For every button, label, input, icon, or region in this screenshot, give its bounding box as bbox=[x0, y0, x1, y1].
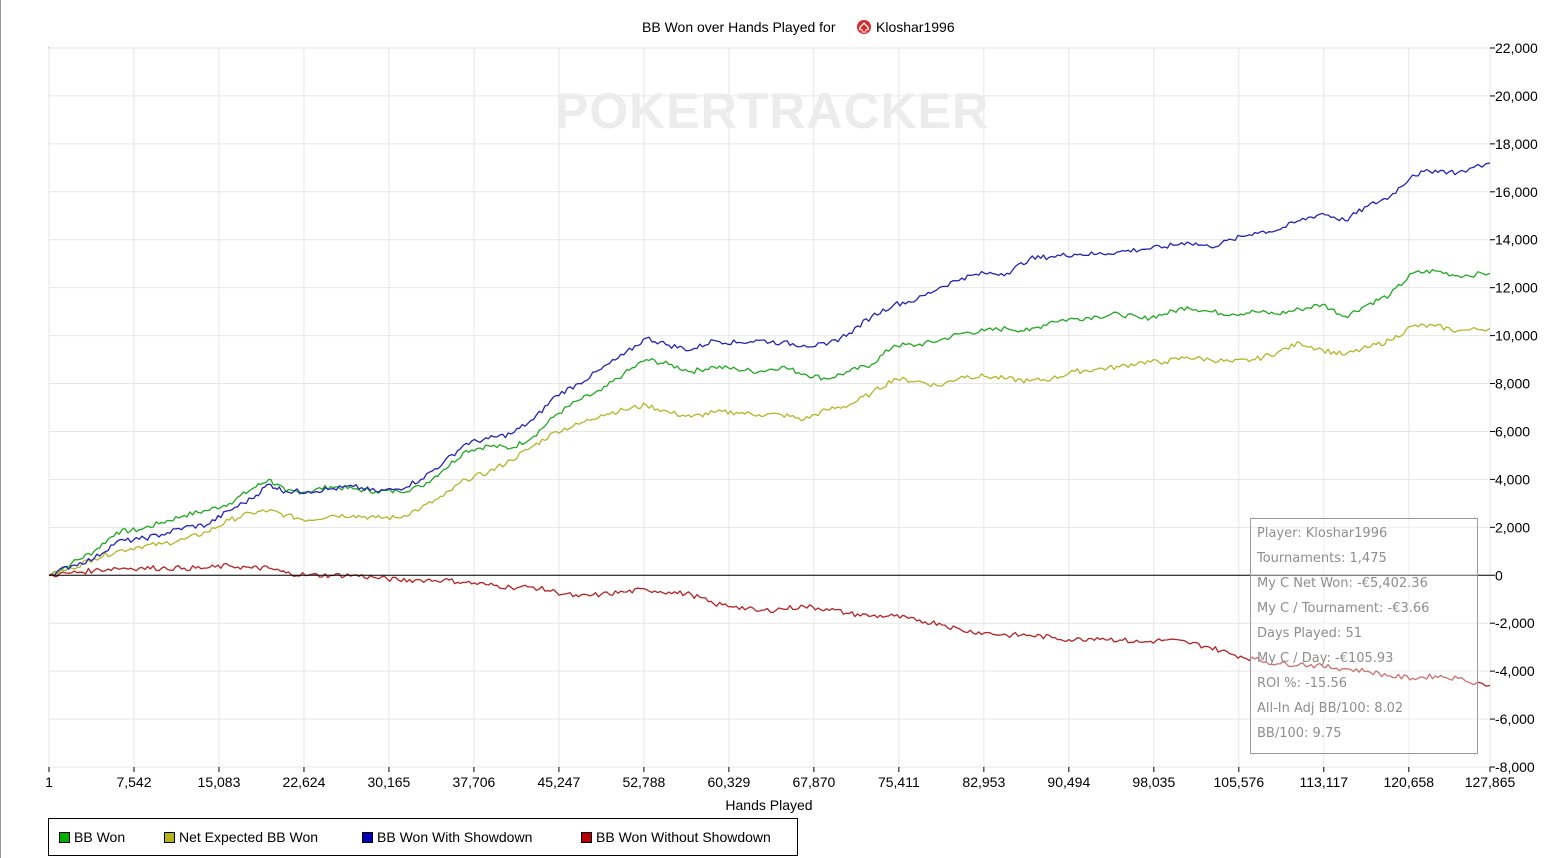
x-tick-label: 60,329 bbox=[707, 774, 750, 790]
x-tick-label: 37,706 bbox=[453, 774, 496, 790]
x-tick-label: 82,953 bbox=[962, 774, 1005, 790]
x-tick-label: 90,494 bbox=[1047, 774, 1090, 790]
chart-title: BB Won over Hands Played for bbox=[642, 19, 836, 35]
stat-player: Player: Kloshar1996 bbox=[1257, 526, 1388, 541]
y-tick-label: 16,000 bbox=[1495, 184, 1538, 200]
chart-legend: BB Won Net Expected BB Won BB Won With S… bbox=[48, 818, 798, 856]
y-tick-label: 14,000 bbox=[1495, 232, 1538, 248]
x-tick-label: 67,870 bbox=[792, 774, 835, 790]
series-line-0 bbox=[48, 268, 1491, 576]
y-tick-label: -2,000 bbox=[1495, 615, 1535, 631]
stat-bb-per-100: BB/100: 9.75 bbox=[1257, 726, 1342, 741]
x-tick-label: 15,083 bbox=[198, 774, 241, 790]
x-tick-label: 105,576 bbox=[1214, 774, 1265, 790]
x-tick-label: 45,247 bbox=[537, 774, 580, 790]
y-tick-label: 6,000 bbox=[1495, 423, 1530, 439]
legend-item-without-showdown[interactable]: BB Won Without Showdown bbox=[581, 829, 771, 845]
plot-area bbox=[48, 47, 1491, 768]
stat-per-tournament: My C / Tournament: -€3.66 bbox=[1257, 601, 1430, 616]
x-tick-label: 98,035 bbox=[1132, 774, 1175, 790]
y-tick-label: 22,000 bbox=[1495, 40, 1538, 56]
x-tick-label: 22,624 bbox=[283, 774, 326, 790]
series-line-3 bbox=[48, 562, 1491, 687]
y-tick-label: -4,000 bbox=[1495, 663, 1535, 679]
series-line-1 bbox=[48, 323, 1491, 577]
y-tick-label: 12,000 bbox=[1495, 280, 1538, 296]
stat-per-day: My C / Day: -€105.93 bbox=[1257, 651, 1394, 666]
legend-swatch-net-expected bbox=[164, 832, 175, 843]
x-tick-label: 127,865 bbox=[1465, 774, 1516, 790]
x-tick-label: 75,411 bbox=[878, 774, 920, 790]
y-tick-label: 10,000 bbox=[1495, 328, 1538, 344]
legend-label: BB Won bbox=[74, 829, 126, 845]
y-axis: 22,000 20,000 18,000 16,000 14,000 12,000 10,0… bbox=[1490, 40, 1538, 775]
series-lines bbox=[48, 162, 1491, 687]
legend-item-net-expected[interactable]: Net Expected BB Won bbox=[164, 829, 318, 845]
watermark: POKERTRACKER bbox=[555, 83, 989, 139]
x-tick-label: 7,542 bbox=[116, 774, 151, 790]
stats-tooltip: Player: Kloshar1996 Tournaments: 1,475 M… bbox=[1250, 518, 1478, 754]
legend-label: BB Won With Showdown bbox=[377, 829, 533, 845]
y-tick-label: -8,000 bbox=[1495, 759, 1535, 775]
legend-swatch-without-showdown bbox=[581, 832, 592, 843]
x-tick-label: 1 bbox=[45, 774, 53, 790]
x-axis: 1 7,542 15,083 22,624 30,165 37,706 45,247 52,7… bbox=[45, 767, 1516, 790]
series-line-2 bbox=[48, 162, 1491, 577]
x-tick-label: 52,788 bbox=[622, 774, 665, 790]
y-tick-label: 4,000 bbox=[1495, 471, 1530, 487]
chart-title-player: Kloshar1996 bbox=[876, 19, 955, 35]
legend-label: BB Won Without Showdown bbox=[596, 829, 771, 845]
y-tick-label: 8,000 bbox=[1495, 376, 1530, 392]
x-tick-label: 120,658 bbox=[1383, 774, 1434, 790]
y-tick-label: -6,000 bbox=[1495, 711, 1535, 727]
x-tick-label: 113,117 bbox=[1300, 774, 1349, 790]
x-axis-label: Hands Played bbox=[725, 797, 812, 813]
stat-net-won: My C Net Won: -€5,402.36 bbox=[1257, 576, 1428, 591]
legend-swatch-bb-won bbox=[59, 832, 70, 843]
legend-swatch-with-showdown bbox=[362, 832, 373, 843]
legend-label: Net Expected BB Won bbox=[179, 829, 319, 845]
legend-item-with-showdown[interactable]: BB Won With Showdown bbox=[362, 829, 532, 845]
x-tick-label: 30,165 bbox=[368, 774, 411, 790]
stat-allin-adj: All-In Adj BB/100: 8.02 bbox=[1257, 701, 1404, 716]
y-tick-label: 2,000 bbox=[1495, 519, 1530, 535]
y-tick-label: 0 bbox=[1495, 567, 1503, 583]
legend-item-bb-won[interactable]: BB Won bbox=[59, 829, 125, 845]
stat-days-played: Days Played: 51 bbox=[1257, 626, 1362, 641]
stat-roi: ROI %: -15.56 bbox=[1257, 676, 1348, 691]
y-tick-label: 18,000 bbox=[1495, 136, 1538, 152]
pokerstars-spade-icon bbox=[857, 20, 871, 34]
y-tick-label: 20,000 bbox=[1495, 88, 1538, 104]
window-edge bbox=[0, 0, 1, 858]
stat-tournaments: Tournaments: 1,475 bbox=[1257, 551, 1387, 566]
